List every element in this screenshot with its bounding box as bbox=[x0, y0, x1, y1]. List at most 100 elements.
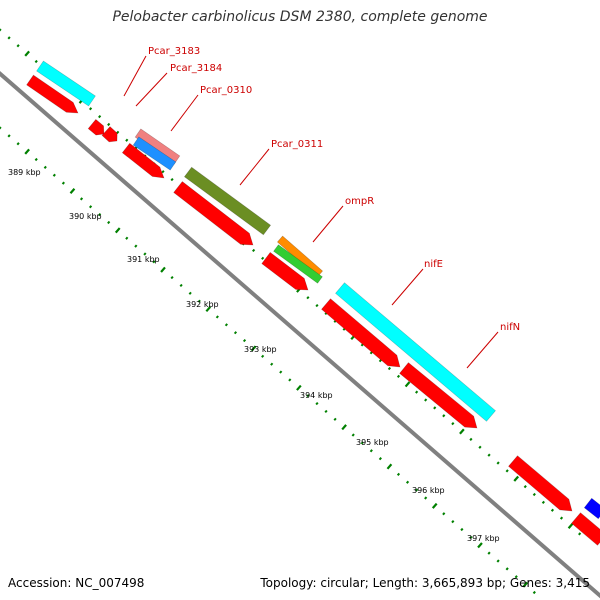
cds-arrow[interactable] bbox=[508, 455, 573, 512]
outer-tick bbox=[496, 461, 500, 465]
outer-tick bbox=[415, 390, 419, 394]
outer-tick bbox=[513, 475, 520, 482]
map-title: Pelobacter carbinolicus DSM 2380, comple… bbox=[112, 9, 488, 25]
cds-arrow[interactable] bbox=[399, 362, 478, 429]
kbp-label: 394 kbp bbox=[300, 391, 333, 400]
outer-tick bbox=[487, 453, 491, 457]
cds-arrow[interactable] bbox=[321, 298, 401, 368]
scale-tick bbox=[0, 126, 2, 130]
scale-tick bbox=[261, 354, 265, 358]
kbp-label: 397 kbp bbox=[467, 534, 500, 543]
scale-tick bbox=[79, 197, 84, 201]
kbp-label: 395 kbp bbox=[356, 438, 389, 447]
outer-tick bbox=[396, 374, 401, 378]
kbp-label: 391 kbp bbox=[127, 255, 160, 264]
kbp-label: 389 kbp bbox=[8, 168, 41, 177]
outer-tick bbox=[559, 516, 564, 520]
gene-label: nifN bbox=[500, 322, 520, 333]
outer-tick bbox=[315, 303, 319, 308]
outer-tick bbox=[451, 422, 455, 426]
scale-tick bbox=[451, 520, 455, 524]
outer-tick bbox=[7, 36, 11, 40]
outer-tick bbox=[98, 115, 102, 119]
outer-tick bbox=[88, 107, 93, 111]
scale-tick bbox=[415, 488, 419, 492]
scale-tick bbox=[505, 567, 509, 571]
gene-label: Pcar_0310 bbox=[200, 85, 252, 96]
gene-feature[interactable] bbox=[132, 136, 177, 171]
gene-callout-line bbox=[170, 94, 199, 132]
scale-tick bbox=[369, 449, 373, 453]
backbone-line bbox=[0, 71, 600, 599]
scale-tick bbox=[424, 496, 428, 500]
outer-tick bbox=[125, 138, 129, 142]
inner-tick-track bbox=[0, 126, 536, 595]
scale-tick bbox=[306, 394, 310, 398]
scale-tick bbox=[114, 227, 121, 234]
outer-tick bbox=[170, 177, 174, 182]
outer-tick bbox=[469, 437, 473, 441]
outer-tick bbox=[478, 445, 482, 449]
scale-tick bbox=[179, 283, 183, 288]
gene-callout-line bbox=[391, 268, 424, 306]
gene-feature[interactable] bbox=[183, 166, 272, 236]
scale-tick bbox=[224, 323, 228, 327]
scale-tick bbox=[487, 551, 491, 555]
outer-tick bbox=[567, 522, 574, 529]
outer-tick bbox=[523, 485, 527, 489]
gene-callout-line bbox=[239, 148, 270, 186]
scale-tick bbox=[296, 384, 302, 391]
outer-tick bbox=[261, 256, 265, 260]
outer-tick bbox=[306, 296, 310, 300]
scale-tick bbox=[69, 187, 76, 194]
scale-tick bbox=[134, 244, 138, 248]
scale-tick bbox=[98, 213, 102, 217]
cds-arrow[interactable] bbox=[261, 251, 309, 291]
cds-arrow[interactable] bbox=[101, 126, 118, 143]
scale-tick bbox=[125, 236, 129, 240]
scale-tick bbox=[405, 480, 410, 484]
scale-tick bbox=[442, 512, 446, 516]
scale-tick bbox=[270, 362, 274, 366]
scale-tick bbox=[351, 433, 355, 437]
outer-tick bbox=[505, 469, 509, 473]
gene-label: nifE bbox=[424, 259, 443, 270]
kbp-label: 390 kbp bbox=[69, 212, 102, 221]
scale-tick bbox=[197, 299, 201, 303]
outer-tick bbox=[16, 44, 20, 48]
gene-callout-line bbox=[135, 72, 168, 107]
gene-callout-line bbox=[123, 55, 147, 97]
scale-tick bbox=[333, 417, 337, 421]
outer-tick bbox=[550, 508, 555, 512]
scale-tick bbox=[143, 252, 147, 256]
scale-tick bbox=[107, 220, 111, 225]
scale-tick bbox=[233, 331, 238, 335]
outer-tick bbox=[404, 381, 411, 388]
outer-tick bbox=[578, 532, 582, 536]
feature-track bbox=[26, 60, 600, 546]
gene-feature[interactable] bbox=[335, 282, 496, 422]
gene-feature[interactable] bbox=[273, 244, 323, 284]
scale-tick bbox=[288, 378, 292, 382]
cds-arrow[interactable] bbox=[87, 118, 105, 136]
gene-label: Pcar_3183 bbox=[148, 46, 200, 57]
gene-feature[interactable] bbox=[36, 60, 96, 107]
gene-feature[interactable] bbox=[571, 512, 600, 546]
cds-arrow[interactable] bbox=[173, 181, 254, 246]
cds-arrow[interactable] bbox=[26, 74, 79, 114]
gene-feature[interactable] bbox=[583, 497, 600, 520]
scale-tick bbox=[279, 370, 283, 374]
outer-tick bbox=[433, 406, 437, 410]
scale-tick bbox=[522, 581, 529, 588]
scale-tick bbox=[250, 345, 257, 352]
gene-label: Pcar_3184 bbox=[170, 63, 222, 74]
scale-tick bbox=[61, 181, 65, 185]
scale-tick bbox=[205, 306, 212, 313]
scale-tick bbox=[160, 266, 166, 273]
cds-arrow[interactable] bbox=[121, 142, 165, 179]
scale-tick bbox=[170, 275, 174, 280]
kbp-label: 396 kbp bbox=[412, 486, 445, 495]
gene-label: ompR bbox=[345, 196, 374, 207]
gene-label: Pcar_0311 bbox=[271, 139, 323, 150]
